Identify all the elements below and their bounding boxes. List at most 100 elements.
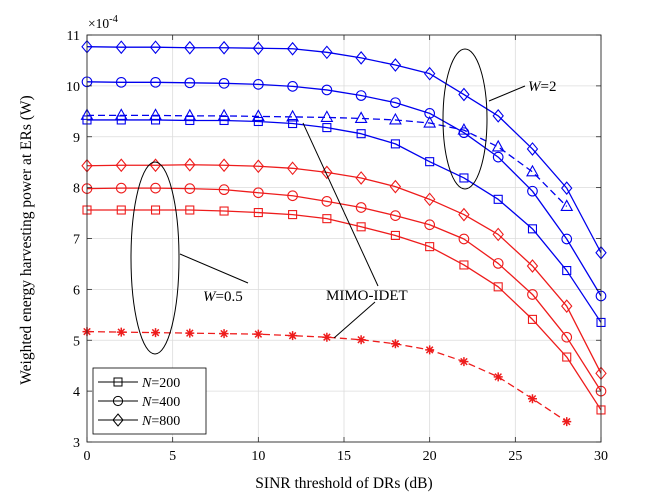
x-tick-label: 5: [169, 449, 176, 464]
x-tick-label: 10: [251, 449, 265, 464]
series-line: [86, 187, 602, 392]
legend-label-n800: N=800: [141, 414, 180, 429]
x-tick-label: 0: [84, 449, 91, 464]
annotation-w05: W=0.5: [203, 289, 243, 305]
circle-marker: [492, 258, 504, 269]
series-line: [87, 209, 602, 411]
legend-square-marker: [113, 377, 123, 387]
diamond-marker: [286, 161, 299, 176]
ellipse-w2: [442, 48, 488, 190]
pointer-mimo-lower: [333, 301, 376, 339]
square-marker: [356, 129, 366, 139]
circle-marker: [390, 97, 401, 109]
circle-marker: [390, 210, 401, 221]
circle-marker: [287, 190, 298, 202]
y-tick-label: 3: [73, 436, 80, 451]
star-marker: [288, 331, 298, 341]
star-marker: [493, 372, 503, 382]
star-marker: [459, 357, 469, 367]
legend-diamond-marker: [112, 413, 124, 427]
legend-item-n400: N=400: [98, 395, 180, 410]
x-tick-label: 20: [423, 449, 437, 464]
square-marker: [527, 224, 538, 234]
square-marker: [459, 173, 469, 183]
annotations: W=2 W=0.5 MIMO-IDET: [130, 48, 556, 355]
square-marker: [219, 206, 229, 216]
diamond-marker: [561, 181, 573, 195]
annotation-w2: W=2: [528, 79, 556, 95]
circle-marker: [355, 90, 367, 101]
diamond-marker: [321, 45, 333, 60]
circle-marker: [458, 233, 470, 245]
square-marker: [459, 260, 469, 270]
pointer-w05: [179, 253, 249, 284]
triangle-marker: [423, 115, 437, 128]
circle-marker: [424, 219, 436, 231]
y-tick-label: 6: [73, 283, 80, 298]
star-marker: [425, 345, 435, 355]
y-tick-label: 10: [66, 80, 80, 95]
legend-item-n200: N=200: [98, 376, 180, 391]
diamond-marker: [184, 40, 196, 55]
diamond-marker: [561, 299, 573, 314]
triangle-marker: [114, 108, 128, 120]
star-marker: [322, 332, 332, 342]
series-line: [86, 46, 602, 254]
circle-marker: [184, 77, 196, 89]
circle-marker: [115, 76, 127, 88]
triangle-marker: [183, 108, 197, 121]
diamond-marker: [389, 179, 402, 194]
legend-circle-marker: [112, 395, 124, 407]
star-marker: [253, 329, 263, 339]
series-w2-circle: [81, 76, 607, 302]
circle-marker: [561, 233, 573, 245]
ellipse-w05: [130, 161, 180, 355]
series-line: [87, 119, 602, 323]
diamond-marker: [492, 227, 504, 242]
diamond-marker: [115, 158, 127, 173]
square-marker: [425, 157, 435, 167]
diamond-marker: [286, 41, 299, 56]
legend-item-n800: N=800: [98, 413, 180, 429]
circle-marker: [150, 182, 161, 194]
x-tick-label: 30: [594, 449, 608, 464]
diamond-marker: [321, 165, 333, 180]
circle-marker: [492, 151, 504, 163]
triangle-marker: [491, 139, 505, 152]
square-marker: [322, 214, 332, 224]
square-marker: [322, 123, 332, 133]
annotation-mimo-idet: MIMO-IDET: [326, 288, 408, 304]
y-tick-label: 9: [73, 131, 80, 146]
square-marker: [390, 230, 400, 240]
circle-marker: [355, 202, 367, 213]
square-marker: [390, 139, 400, 149]
square-marker: [185, 205, 195, 215]
star-marker: [390, 339, 400, 349]
series-line: [87, 114, 568, 207]
square-marker: [288, 118, 298, 129]
y-tick-label: 4: [73, 385, 80, 400]
diamond-marker: [526, 259, 539, 273]
square-marker: [116, 205, 126, 215]
diamond-marker: [252, 41, 265, 56]
series-w05-diamond: [81, 157, 607, 381]
diamond-marker: [252, 159, 265, 174]
diamond-marker: [389, 58, 402, 72]
square-marker: [253, 208, 263, 218]
square-marker: [527, 314, 538, 324]
y-tick-label: 11: [67, 29, 80, 44]
square-marker: [253, 116, 263, 127]
diamond-marker: [355, 51, 367, 65]
circle-marker: [150, 76, 161, 88]
y-tick-label: 8: [73, 182, 80, 197]
series-group: [80, 39, 607, 427]
x-tick-label: 25: [508, 449, 522, 464]
pointer-mimo-upper: [302, 122, 379, 287]
square-marker: [356, 222, 366, 232]
series-w2-triangle: [80, 108, 574, 211]
y-axis-label: Weighted energy harvesting power at ERs …: [18, 95, 35, 384]
grid: [87, 35, 601, 442]
circle-marker: [218, 77, 230, 89]
series-w05-circle: [81, 182, 607, 397]
star-marker: [356, 335, 366, 345]
